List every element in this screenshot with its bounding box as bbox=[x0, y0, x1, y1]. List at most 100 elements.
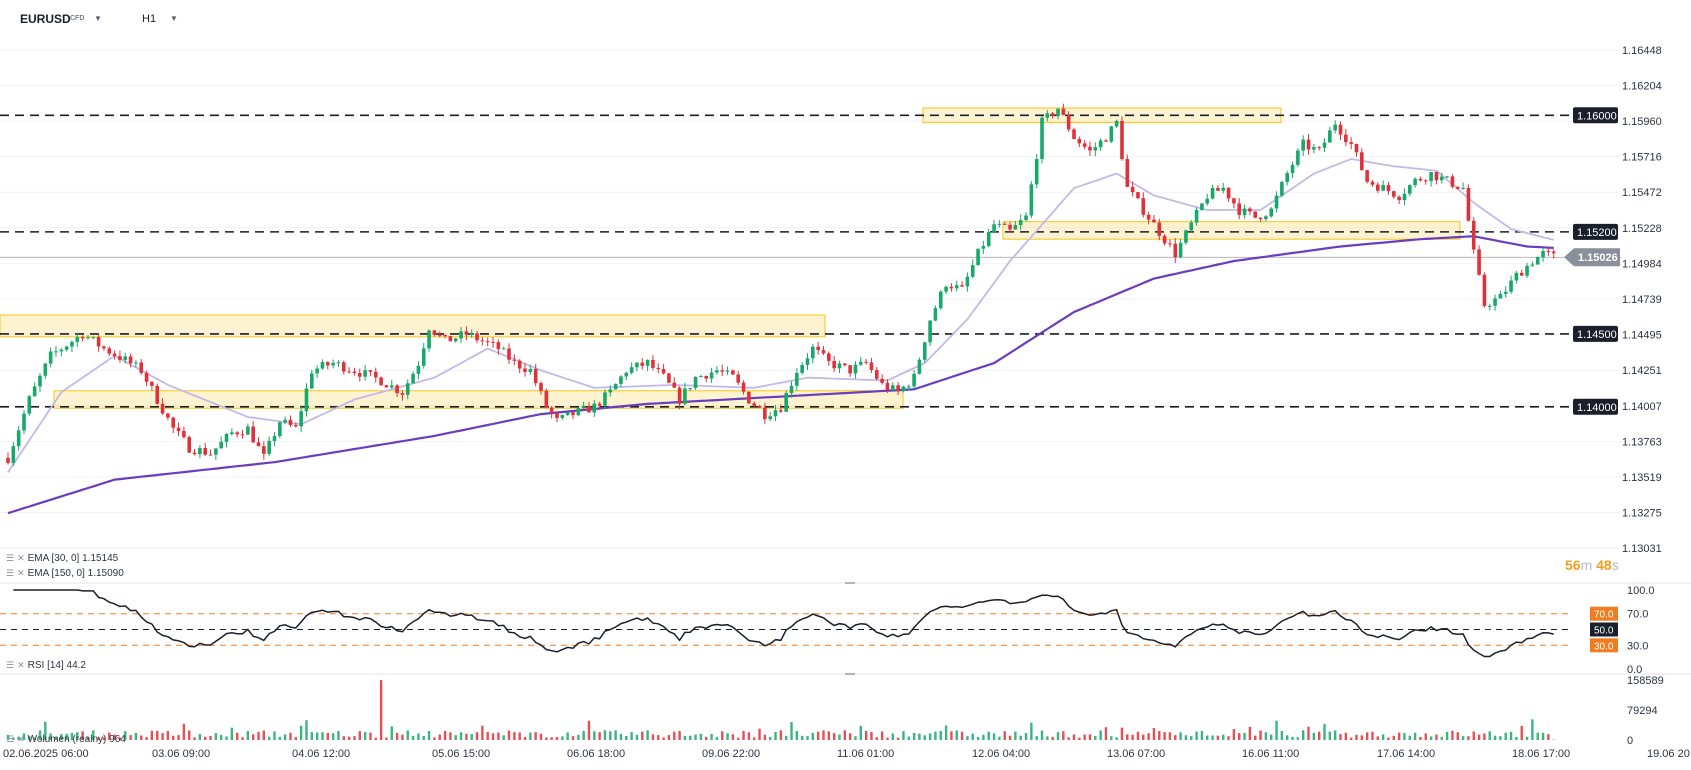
level-price-tag[interactable] bbox=[1573, 223, 1618, 240]
candle-body[interactable] bbox=[1290, 164, 1295, 174]
candle-body[interactable] bbox=[768, 416, 772, 420]
candle-body[interactable] bbox=[341, 362, 346, 372]
candle-body[interactable] bbox=[294, 424, 298, 427]
candle-body[interactable] bbox=[1024, 215, 1028, 221]
candle-body[interactable] bbox=[405, 383, 410, 395]
candle-body[interactable] bbox=[475, 333, 479, 341]
candle-body[interactable] bbox=[139, 362, 144, 373]
candle-body[interactable] bbox=[384, 385, 389, 388]
legend-ema150[interactable]: ☰ ✕ EMA [150, 0] 1.15090 bbox=[6, 568, 124, 579]
candle-body[interactable] bbox=[64, 346, 69, 350]
candle-body[interactable] bbox=[1296, 150, 1300, 165]
level-price-tag[interactable] bbox=[1573, 107, 1618, 124]
candle-body[interactable] bbox=[1168, 243, 1172, 245]
candle-body[interactable] bbox=[352, 371, 357, 374]
candle-body[interactable] bbox=[1088, 146, 1092, 151]
candle-body[interactable] bbox=[938, 291, 943, 309]
candle-body[interactable] bbox=[421, 348, 426, 366]
candle-body[interactable] bbox=[1162, 235, 1167, 244]
candle-body[interactable] bbox=[656, 367, 661, 370]
candle-body[interactable] bbox=[411, 373, 415, 384]
candle-body[interactable] bbox=[1541, 250, 1545, 258]
candle-body[interactable] bbox=[357, 373, 362, 377]
candle-body[interactable] bbox=[80, 336, 85, 339]
candle-body[interactable] bbox=[1093, 147, 1098, 151]
candle-body[interactable] bbox=[592, 403, 597, 413]
candle-body[interactable] bbox=[224, 434, 229, 442]
candle-body[interactable] bbox=[1418, 178, 1423, 181]
candle-body[interactable] bbox=[720, 370, 725, 372]
candle-body[interactable] bbox=[619, 376, 623, 384]
candle-body[interactable] bbox=[1429, 172, 1433, 182]
candle-body[interactable] bbox=[123, 356, 128, 360]
candle-body[interactable] bbox=[960, 285, 964, 287]
candle-body[interactable] bbox=[91, 337, 96, 339]
candle-body[interactable] bbox=[1141, 198, 1146, 215]
candle-body[interactable] bbox=[603, 392, 607, 406]
candle-body[interactable] bbox=[736, 374, 741, 383]
candle-body[interactable] bbox=[896, 385, 900, 392]
candle-body[interactable] bbox=[704, 376, 709, 379]
candle-body[interactable] bbox=[107, 348, 112, 354]
candle-body[interactable] bbox=[501, 348, 506, 350]
candle-body[interactable] bbox=[59, 349, 64, 352]
candle-body[interactable] bbox=[118, 356, 122, 360]
candle-body[interactable] bbox=[1114, 120, 1119, 127]
candle-body[interactable] bbox=[512, 359, 517, 361]
timeframe-selector[interactable]: H1 bbox=[142, 13, 157, 25]
candle-body[interactable] bbox=[54, 351, 58, 353]
candle-body[interactable] bbox=[1392, 191, 1396, 197]
candle-body[interactable] bbox=[1216, 187, 1220, 191]
candle-body[interactable] bbox=[906, 386, 911, 388]
candle-body[interactable] bbox=[933, 308, 938, 321]
candle-body[interactable] bbox=[1519, 272, 1524, 276]
candle-body[interactable] bbox=[688, 387, 693, 389]
candle-body[interactable] bbox=[773, 410, 778, 417]
candle-body[interactable] bbox=[48, 351, 53, 364]
candle-body[interactable] bbox=[1514, 272, 1519, 281]
candle-body[interactable] bbox=[784, 393, 788, 412]
candle-body[interactable] bbox=[1328, 130, 1332, 143]
candle-body[interactable] bbox=[565, 412, 570, 416]
candle-body[interactable] bbox=[27, 396, 32, 414]
candle-body[interactable] bbox=[427, 330, 431, 349]
candle-body[interactable] bbox=[928, 320, 932, 343]
candle-body[interactable] bbox=[507, 348, 511, 360]
candle-body[interactable] bbox=[1280, 182, 1284, 196]
candle-body[interactable] bbox=[278, 422, 282, 437]
candle-body[interactable] bbox=[112, 353, 117, 357]
candle-body[interactable] bbox=[1152, 219, 1156, 223]
close-icon[interactable]: ✕ bbox=[17, 734, 25, 744]
candle-body[interactable] bbox=[853, 364, 858, 374]
candle-body[interactable] bbox=[1125, 159, 1130, 187]
candle-body[interactable] bbox=[1040, 117, 1044, 160]
candle-body[interactable] bbox=[1120, 120, 1124, 160]
settings-icon[interactable]: ☰ bbox=[6, 568, 15, 578]
candle-body[interactable] bbox=[523, 368, 527, 372]
candle-body[interactable] bbox=[1381, 185, 1385, 191]
candle-body[interactable] bbox=[1546, 250, 1551, 252]
candle-body[interactable] bbox=[251, 426, 255, 443]
candle-body[interactable] bbox=[661, 369, 666, 374]
close-icon[interactable]: ✕ bbox=[17, 660, 25, 670]
candle-body[interactable] bbox=[1471, 220, 1476, 250]
candle-body[interactable] bbox=[395, 385, 399, 394]
candle-body[interactable] bbox=[1439, 176, 1444, 181]
candle-body[interactable] bbox=[448, 336, 453, 342]
candle-body[interactable] bbox=[1413, 178, 1417, 186]
candle-body[interactable] bbox=[214, 448, 218, 455]
candle-body[interactable] bbox=[709, 372, 714, 379]
candle-body[interactable] bbox=[160, 403, 165, 414]
candle-body[interactable] bbox=[1397, 196, 1401, 201]
candle-body[interactable] bbox=[1226, 187, 1231, 199]
candle-body[interactable] bbox=[336, 362, 341, 364]
candle-body[interactable] bbox=[587, 405, 591, 413]
candle-body[interactable] bbox=[6, 457, 10, 463]
candle-body[interactable] bbox=[288, 419, 293, 425]
candle-body[interactable] bbox=[549, 407, 554, 414]
candle-body[interactable] bbox=[389, 385, 394, 388]
candle-body[interactable] bbox=[1205, 198, 1210, 204]
candle-body[interactable] bbox=[837, 363, 842, 369]
candle-body[interactable] bbox=[11, 446, 16, 463]
candle-body[interactable] bbox=[1194, 209, 1199, 223]
